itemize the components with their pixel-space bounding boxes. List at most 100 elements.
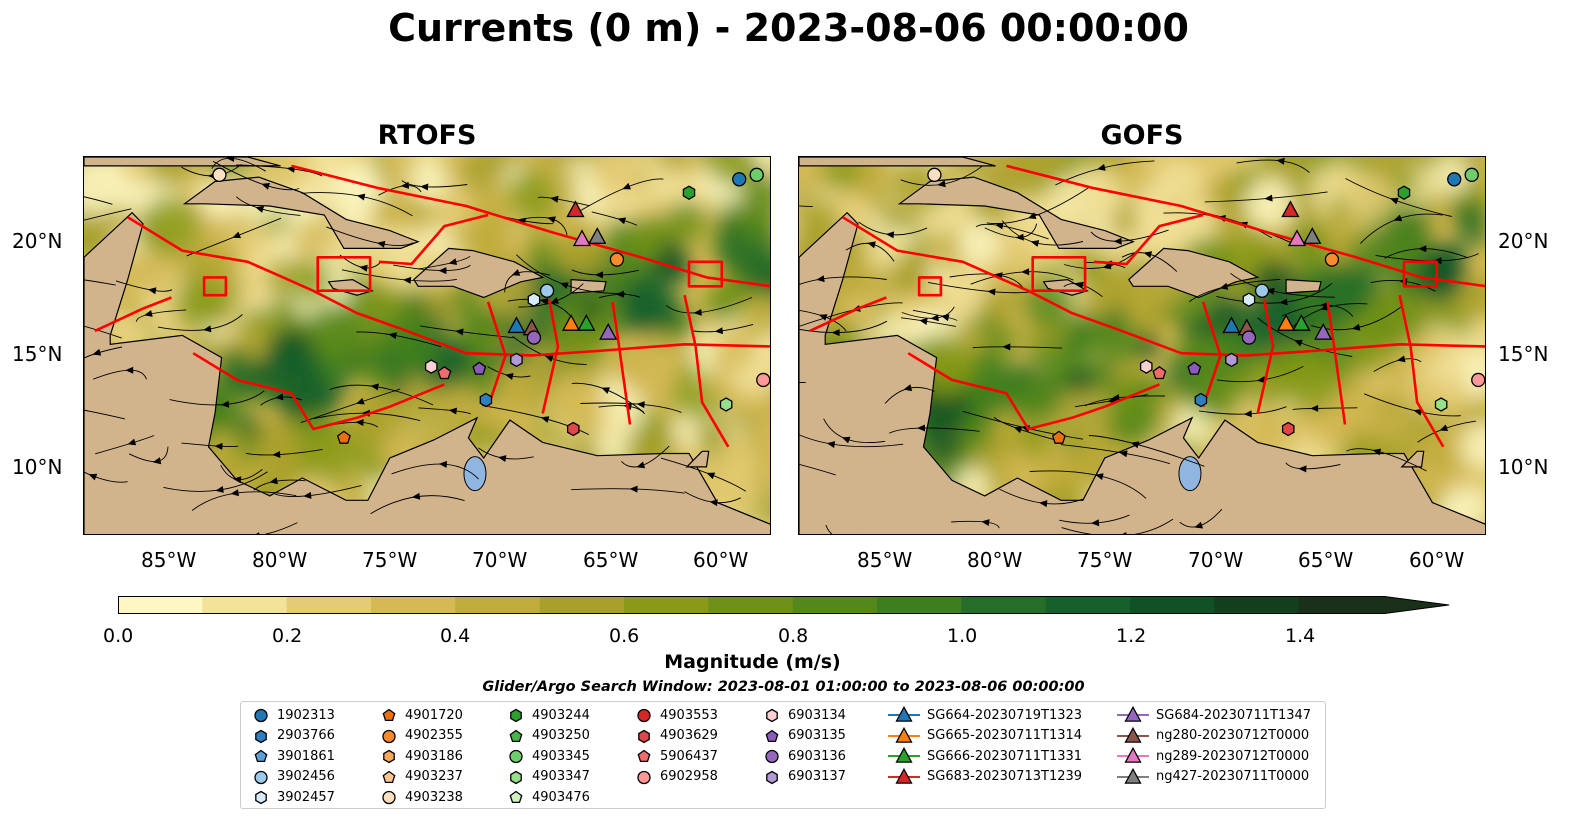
platform-marker[interactable]: [1051, 430, 1066, 444]
platform-marker[interactable]: [479, 392, 493, 408]
platform-marker[interactable]: [1281, 421, 1295, 437]
platform-marker[interactable]: [437, 366, 452, 380]
platform-marker[interactable]: [577, 314, 596, 331]
legend-marker[interactable]: [637, 708, 651, 723]
legend-item: 3902456: [251, 768, 335, 786]
platform-marker[interactable]: [732, 172, 747, 187]
platform-marker[interactable]: [561, 314, 581, 331]
platform-marker[interactable]: [1254, 283, 1270, 298]
legend-marker[interactable]: [383, 749, 395, 764]
map-panel-rtofs[interactable]: [83, 156, 771, 535]
legend-marker[interactable]: [254, 770, 268, 784]
legend-label: SG684-20230711T1347: [1156, 707, 1312, 723]
legend-marker[interactable]: [765, 729, 779, 742]
platform-marker[interactable]: [1324, 252, 1340, 267]
platform-marker[interactable]: [1434, 397, 1448, 412]
platform-marker[interactable]: [539, 283, 555, 298]
legend-marker[interactable]: [255, 790, 267, 805]
platform-marker[interactable]: [510, 352, 523, 368]
platform-marker[interactable]: [1397, 185, 1411, 200]
legend-marker[interactable]: [895, 767, 913, 784]
legend-marker[interactable]: [510, 770, 522, 784]
platform-marker[interactable]: [1276, 314, 1296, 331]
platform-marker[interactable]: [507, 316, 526, 334]
lon-tick-label: 80°W: [252, 548, 308, 572]
legend-item: SG684-20230711T1347: [1116, 706, 1311, 724]
lon-tick-label: 80°W: [967, 548, 1023, 572]
legend-item: 4903347: [506, 768, 590, 786]
legend-marker[interactable]: [254, 708, 268, 723]
platform-marker[interactable]: [1225, 352, 1238, 368]
platform-marker[interactable]: [682, 185, 696, 200]
legend-marker[interactable]: [895, 747, 913, 763]
platform-marker[interactable]: [599, 322, 618, 340]
legend-marker-icon: [637, 708, 651, 723]
legend-marker[interactable]: [766, 770, 778, 784]
platform-marker[interactable]: [1222, 316, 1241, 334]
lon-tick-label: 65°W: [583, 548, 639, 572]
platform-marker[interactable]: [927, 167, 942, 182]
colorbar-tick-label: 0.6: [609, 625, 640, 647]
platform-marker[interactable]: [1281, 200, 1300, 218]
colorbar: [118, 596, 1450, 614]
platform-marker[interactable]: [609, 252, 625, 267]
platform-marker[interactable]: [756, 372, 770, 388]
legend-marker[interactable]: [766, 708, 778, 723]
legend-marker[interactable]: [765, 749, 779, 764]
legend-marker[interactable]: [637, 749, 651, 763]
colorbar-segment: [792, 596, 878, 614]
platform-marker[interactable]: [1241, 330, 1257, 345]
lon-tick-label: 65°W: [1298, 548, 1354, 572]
platform-marker[interactable]: [527, 292, 541, 307]
platform-marker[interactable]: [1187, 361, 1202, 375]
legend-marker[interactable]: [1124, 767, 1142, 784]
legend-marker[interactable]: [509, 749, 523, 764]
platform-marker[interactable]: [212, 167, 227, 182]
platform-marker[interactable]: [1471, 372, 1485, 388]
legend-marker[interactable]: [895, 706, 913, 722]
legend-marker-icon: [638, 729, 650, 743]
platform-marker[interactable]: [1194, 392, 1208, 408]
platform-marker[interactable]: [1292, 314, 1311, 331]
map-panel-gofs[interactable]: [798, 156, 1486, 535]
legend-marker[interactable]: [254, 749, 268, 763]
legend-marker[interactable]: [382, 790, 396, 805]
platform-marker[interactable]: [1314, 322, 1333, 340]
legend-marker[interactable]: [382, 770, 396, 783]
platform-marker[interactable]: [1139, 359, 1153, 374]
legend-marker[interactable]: [510, 708, 522, 723]
platform-marker[interactable]: [719, 397, 733, 412]
platform-marker[interactable]: [1464, 167, 1479, 182]
platform-marker[interactable]: [1303, 227, 1322, 244]
legend-item: 4903250: [506, 727, 590, 745]
platform-marker[interactable]: [424, 359, 438, 374]
legend-marker[interactable]: [895, 726, 913, 743]
platform-marker[interactable]: [526, 330, 542, 345]
legend-marker[interactable]: [509, 729, 523, 742]
platform-marker[interactable]: [749, 167, 764, 182]
legend-marker[interactable]: [382, 708, 396, 722]
platform-marker[interactable]: [572, 229, 592, 247]
platform-marker[interactable]: [566, 421, 580, 437]
legend-marker[interactable]: [1124, 726, 1142, 743]
platform-marker[interactable]: [1242, 292, 1256, 307]
platform-marker[interactable]: [1447, 172, 1462, 187]
legend-marker-icon: [509, 790, 523, 804]
platform-marker[interactable]: [1152, 366, 1167, 380]
colorbar-extend-arrow: [1298, 596, 1450, 614]
platform-marker[interactable]: [566, 200, 585, 218]
legend-marker[interactable]: [255, 729, 267, 743]
legend-marker[interactable]: [382, 729, 396, 743]
legend-marker[interactable]: [638, 729, 650, 743]
legend-marker-icon: [1117, 747, 1149, 763]
legend-marker[interactable]: [1124, 706, 1142, 722]
platform-marker[interactable]: [1287, 229, 1307, 247]
legend-marker[interactable]: [509, 790, 523, 804]
platform-marker[interactable]: [336, 430, 351, 444]
legend-marker[interactable]: [1124, 747, 1142, 763]
platform-marker[interactable]: [472, 361, 487, 375]
platform-marker[interactable]: [588, 227, 607, 244]
lake-maracaibo: [463, 456, 487, 492]
colorbar-segment: [1130, 596, 1215, 614]
legend-marker[interactable]: [637, 770, 651, 784]
